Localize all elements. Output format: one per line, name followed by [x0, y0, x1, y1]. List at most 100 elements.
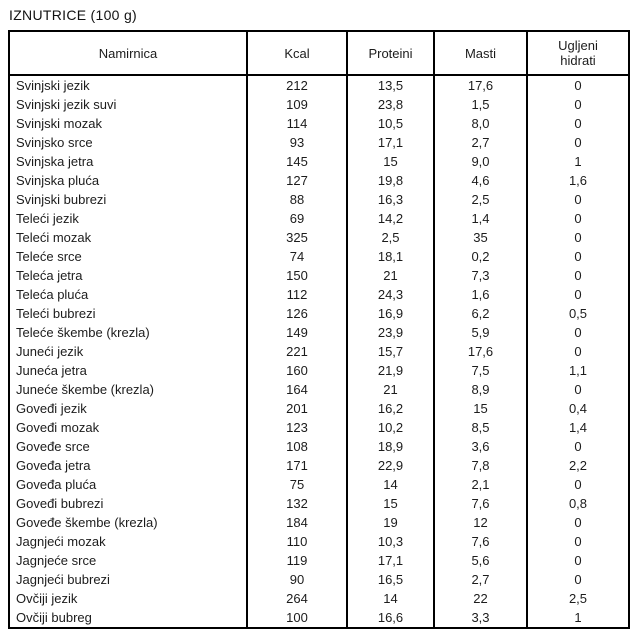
food-name-cell: Svinjski jezik [16, 78, 90, 93]
value-cell: 0 [526, 95, 629, 114]
value-cell: 1 [526, 608, 629, 628]
value-cell: 0 [526, 380, 629, 399]
value-cell: 150 [246, 266, 347, 285]
value-cell: 1,5 [433, 95, 527, 114]
value-cell: 17,6 [433, 75, 527, 95]
table-row: Teleći jezik 69 14,2 1,4 0 [9, 209, 629, 228]
value-cell: 7,5 [433, 361, 527, 380]
value-cell: 8,5 [433, 418, 527, 437]
value-cell: 114 [246, 114, 347, 133]
value-cell: 2,2 [526, 456, 629, 475]
table-row: Jagnjeći bubrezi 90 16,5 2,7 0 [9, 570, 629, 589]
food-name-cell: Svinjski mozak [16, 116, 102, 131]
food-name-cell: Ovčiji jezik [16, 591, 78, 606]
table-row: Svinjski mozak 114 10,5 8,0 0 [9, 114, 629, 133]
table-row: Goveđi mozak 123 10,2 8,5 1,4 [9, 418, 629, 437]
food-name-cell: Goveđa pluća [16, 477, 97, 492]
table-row: Teleća pluća 112 24,3 1,6 0 [9, 285, 629, 304]
value-cell: 201 [246, 399, 347, 418]
table-row: Teleći mozak 325 2,5 35 0 [9, 228, 629, 247]
value-cell: 145 [246, 152, 347, 171]
value-cell: 0 [526, 228, 629, 247]
value-cell: 0 [526, 513, 629, 532]
value-cell: 15 [346, 494, 434, 513]
value-cell: 14 [346, 589, 434, 608]
value-cell: 126 [246, 304, 347, 323]
value-cell: 23,9 [346, 323, 434, 342]
value-cell: 15 [346, 152, 434, 171]
table-row: Teleće srce 74 18,1 0,2 0 [9, 247, 629, 266]
value-cell: 14,2 [346, 209, 434, 228]
value-cell: 88 [246, 190, 347, 209]
table-row: Svinjski jezik 212 13,5 17,6 0 [9, 75, 629, 95]
value-cell: 35 [433, 228, 527, 247]
table-row: Svinjska pluća 127 19,8 4,6 1,6 [9, 171, 629, 190]
value-cell: 100 [246, 608, 347, 628]
table-row: Svinjsko srce 93 17,1 2,7 0 [9, 133, 629, 152]
table-row: Jagnjeći mozak 110 10,3 7,6 0 [9, 532, 629, 551]
table-row: Svinjska jetra 145 15 9,0 1 [9, 152, 629, 171]
value-cell: 0 [526, 114, 629, 133]
value-cell: 18,1 [346, 247, 434, 266]
value-cell: 212 [246, 75, 347, 95]
value-cell: 1,4 [526, 418, 629, 437]
value-cell: 23,8 [346, 95, 434, 114]
food-name-cell: Ovčiji bubreg [16, 610, 92, 625]
value-cell: 90 [246, 570, 347, 589]
value-cell: 0 [526, 532, 629, 551]
value-cell: 7,6 [433, 532, 527, 551]
table-row: Jagnjeće srce 119 17,1 5,6 0 [9, 551, 629, 570]
value-cell: 112 [246, 285, 347, 304]
value-cell: 75 [246, 475, 347, 494]
column-header-1: Kcal [246, 31, 347, 76]
value-cell: 21 [346, 380, 434, 399]
food-name-cell: Svinjska jetra [16, 154, 94, 169]
value-cell: 1,1 [526, 361, 629, 380]
value-cell: 22 [433, 589, 527, 608]
food-name-cell: Jagnjeći mozak [16, 534, 106, 549]
value-cell: 16,5 [346, 570, 434, 589]
value-cell: 0 [526, 285, 629, 304]
value-cell: 2,5 [433, 190, 527, 209]
column-header-4: Ugljeni hidrati [526, 31, 629, 76]
table-header: Namirnica Kcal Proteini Masti Ugljeni hidrat… [9, 31, 629, 76]
value-cell: 18,9 [346, 437, 434, 456]
value-cell: 110 [246, 532, 347, 551]
table-row: Goveđe srce 108 18,9 3,6 0 [9, 437, 629, 456]
value-cell: 0,2 [433, 247, 527, 266]
value-cell: 3,3 [433, 608, 527, 628]
value-cell: 0 [526, 75, 629, 95]
value-cell: 109 [246, 95, 347, 114]
value-cell: 0 [526, 133, 629, 152]
value-cell: 108 [246, 437, 347, 456]
table-row: Juneća jetra 160 21,9 7,5 1,1 [9, 361, 629, 380]
value-cell: 0 [526, 475, 629, 494]
value-cell: 2,7 [433, 570, 527, 589]
value-cell: 1 [526, 152, 629, 171]
value-cell: 10,3 [346, 532, 434, 551]
food-name-cell: Juneće škembe (krezla) [16, 382, 154, 397]
food-name-cell: Svinjsko srce [16, 135, 93, 150]
food-name-cell: Goveđi bubrezi [16, 496, 104, 511]
value-cell: 93 [246, 133, 347, 152]
value-cell: 2,1 [433, 475, 527, 494]
value-cell: 8,0 [433, 114, 527, 133]
value-cell: 1,6 [433, 285, 527, 304]
value-cell: 0,8 [526, 494, 629, 513]
food-name-cell: Teleća jetra [16, 268, 83, 283]
food-name-cell: Svinjski jezik suvi [16, 97, 117, 112]
value-cell: 123 [246, 418, 347, 437]
value-cell: 184 [246, 513, 347, 532]
column-header-3: Masti [433, 31, 527, 76]
food-name-cell: Goveđi mozak [16, 420, 100, 435]
value-cell: 16,3 [346, 190, 434, 209]
value-cell: 69 [246, 209, 347, 228]
value-cell: 21 [346, 266, 434, 285]
value-cell: 127 [246, 171, 347, 190]
value-cell: 7,6 [433, 494, 527, 513]
value-cell: 0 [526, 551, 629, 570]
value-cell: 264 [246, 589, 347, 608]
value-cell: 8,9 [433, 380, 527, 399]
value-cell: 1,4 [433, 209, 527, 228]
table-row: Teleće škembe (krezla) 149 23,9 5,9 0 [9, 323, 629, 342]
